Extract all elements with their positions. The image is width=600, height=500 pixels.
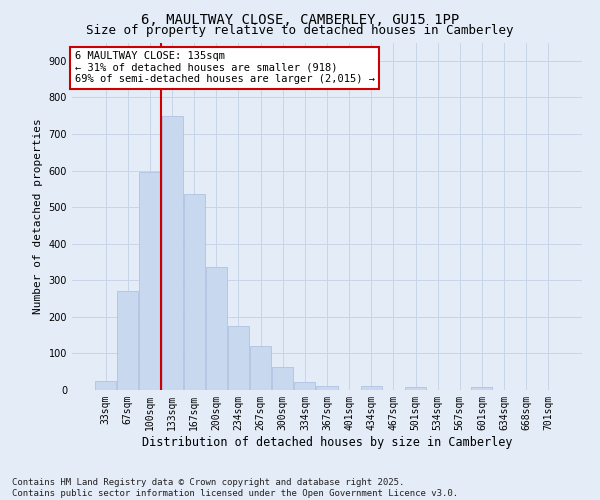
Bar — [295, 382, 316, 390]
Text: 6 MAULTWAY CLOSE: 135sqm
← 31% of detached houses are smaller (918)
69% of semi-: 6 MAULTWAY CLOSE: 135sqm ← 31% of detach… — [74, 51, 374, 84]
Bar — [139, 172, 160, 390]
Y-axis label: Number of detached properties: Number of detached properties — [33, 118, 43, 314]
Bar — [161, 116, 182, 390]
Bar — [472, 387, 493, 390]
Text: Contains HM Land Registry data © Crown copyright and database right 2025.
Contai: Contains HM Land Registry data © Crown c… — [12, 478, 458, 498]
Bar — [95, 381, 116, 390]
Bar — [405, 387, 426, 390]
Bar — [228, 326, 249, 390]
Text: 6, MAULTWAY CLOSE, CAMBERLEY, GU15 1PP: 6, MAULTWAY CLOSE, CAMBERLEY, GU15 1PP — [141, 12, 459, 26]
Bar — [184, 194, 205, 390]
Bar — [206, 268, 227, 390]
X-axis label: Distribution of detached houses by size in Camberley: Distribution of detached houses by size … — [142, 436, 512, 448]
Bar — [118, 291, 139, 390]
Bar — [316, 386, 338, 390]
Bar — [361, 386, 382, 390]
Bar — [250, 346, 271, 390]
Text: Size of property relative to detached houses in Camberley: Size of property relative to detached ho… — [86, 24, 514, 37]
Bar — [272, 368, 293, 390]
